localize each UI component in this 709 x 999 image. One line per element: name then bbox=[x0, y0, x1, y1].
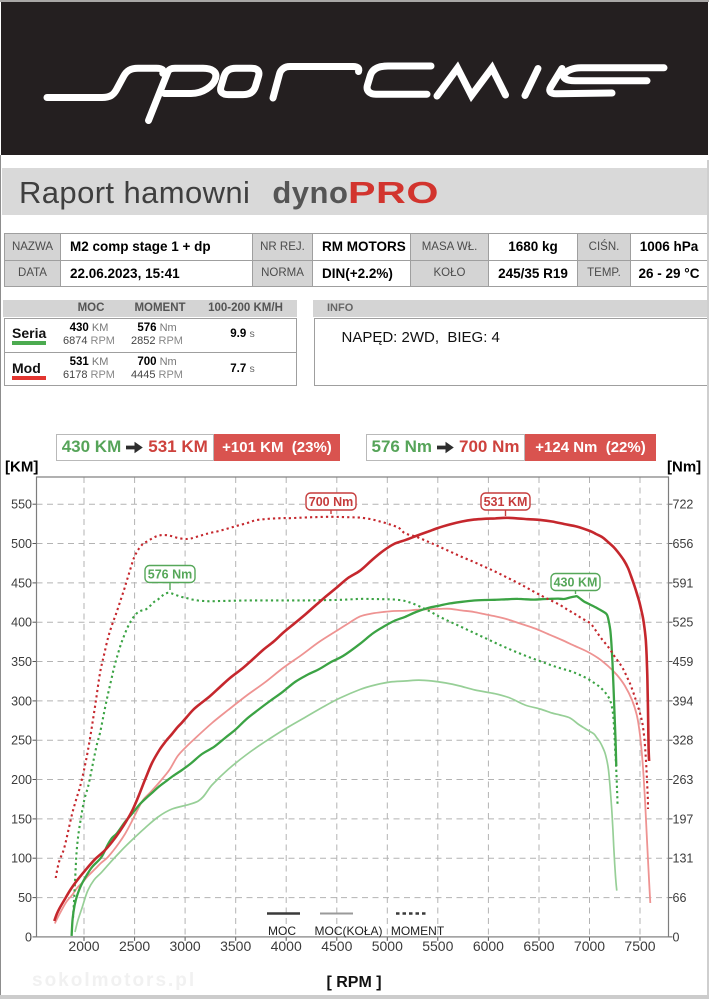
svg-text:MOMENT: MOMENT bbox=[391, 924, 445, 938]
svg-text:197: 197 bbox=[673, 812, 694, 826]
svg-text:7500: 7500 bbox=[624, 938, 655, 954]
svg-text:[ RPM ]: [ RPM ] bbox=[326, 974, 381, 991]
svg-text:200: 200 bbox=[11, 773, 32, 787]
svg-text:3000: 3000 bbox=[170, 938, 201, 954]
svg-text:131: 131 bbox=[673, 852, 694, 866]
svg-text:576 Nm: 576 Nm bbox=[148, 568, 192, 582]
svg-text:300: 300 bbox=[11, 694, 32, 708]
svg-text:MOC: MOC bbox=[268, 924, 296, 938]
svg-text:4000: 4000 bbox=[271, 938, 302, 954]
svg-text:328: 328 bbox=[673, 734, 694, 748]
svg-text:591: 591 bbox=[673, 576, 694, 590]
svg-text:263: 263 bbox=[673, 773, 694, 787]
svg-text:459: 459 bbox=[673, 655, 694, 669]
svg-text:5000: 5000 bbox=[372, 938, 403, 954]
svg-text:400: 400 bbox=[11, 616, 32, 630]
svg-text:3500: 3500 bbox=[220, 938, 251, 954]
svg-text:150: 150 bbox=[11, 812, 32, 826]
svg-text:50: 50 bbox=[18, 891, 32, 905]
svg-text:sokolmotors.pl: sokolmotors.pl bbox=[32, 970, 196, 991]
svg-text:0: 0 bbox=[25, 930, 32, 944]
svg-text:500: 500 bbox=[11, 537, 32, 551]
svg-text:250: 250 bbox=[11, 734, 32, 748]
svg-text:450: 450 bbox=[11, 576, 32, 590]
svg-text:6500: 6500 bbox=[523, 938, 554, 954]
svg-text:66: 66 bbox=[673, 891, 687, 905]
svg-text:430 KM: 430 KM bbox=[554, 576, 598, 590]
svg-text:5500: 5500 bbox=[422, 938, 453, 954]
svg-text:100: 100 bbox=[11, 852, 32, 866]
svg-text:0: 0 bbox=[673, 930, 680, 944]
svg-text:MOC(KOŁA): MOC(KOŁA) bbox=[314, 924, 382, 938]
svg-text:656: 656 bbox=[673, 537, 694, 551]
svg-text:722: 722 bbox=[673, 498, 694, 512]
svg-text:[Nm]: [Nm] bbox=[667, 459, 701, 476]
svg-text:550: 550 bbox=[11, 498, 32, 512]
svg-text:2500: 2500 bbox=[119, 938, 150, 954]
svg-text:700 Nm: 700 Nm bbox=[309, 495, 353, 509]
svg-text:6000: 6000 bbox=[473, 938, 504, 954]
svg-text:531 KM: 531 KM bbox=[484, 495, 528, 509]
svg-text:2000: 2000 bbox=[68, 938, 99, 954]
svg-text:525: 525 bbox=[673, 616, 694, 630]
svg-text:350: 350 bbox=[11, 655, 32, 669]
svg-text:394: 394 bbox=[673, 694, 694, 708]
svg-text:[KM]: [KM] bbox=[5, 459, 38, 476]
svg-text:7000: 7000 bbox=[574, 938, 605, 954]
svg-text:4500: 4500 bbox=[321, 938, 352, 954]
